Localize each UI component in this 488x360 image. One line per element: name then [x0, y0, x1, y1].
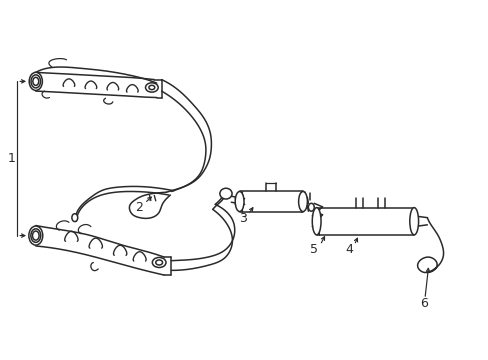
Ellipse shape — [220, 188, 232, 199]
Ellipse shape — [235, 192, 244, 212]
Text: 2: 2 — [135, 202, 142, 215]
Ellipse shape — [298, 192, 307, 212]
Text: 5: 5 — [309, 243, 318, 256]
Ellipse shape — [33, 77, 39, 85]
Ellipse shape — [29, 72, 42, 90]
Text: 1: 1 — [7, 152, 15, 165]
Ellipse shape — [31, 75, 41, 88]
Text: 4: 4 — [345, 243, 352, 256]
Ellipse shape — [312, 208, 321, 235]
Ellipse shape — [72, 214, 78, 222]
Circle shape — [152, 257, 165, 267]
Ellipse shape — [308, 203, 314, 211]
Circle shape — [145, 83, 158, 92]
Ellipse shape — [29, 226, 42, 245]
Ellipse shape — [409, 208, 418, 235]
Ellipse shape — [31, 229, 41, 242]
Ellipse shape — [32, 231, 39, 240]
Circle shape — [156, 260, 162, 265]
Text: 6: 6 — [419, 297, 427, 310]
Text: 3: 3 — [239, 212, 246, 225]
Circle shape — [149, 85, 155, 90]
